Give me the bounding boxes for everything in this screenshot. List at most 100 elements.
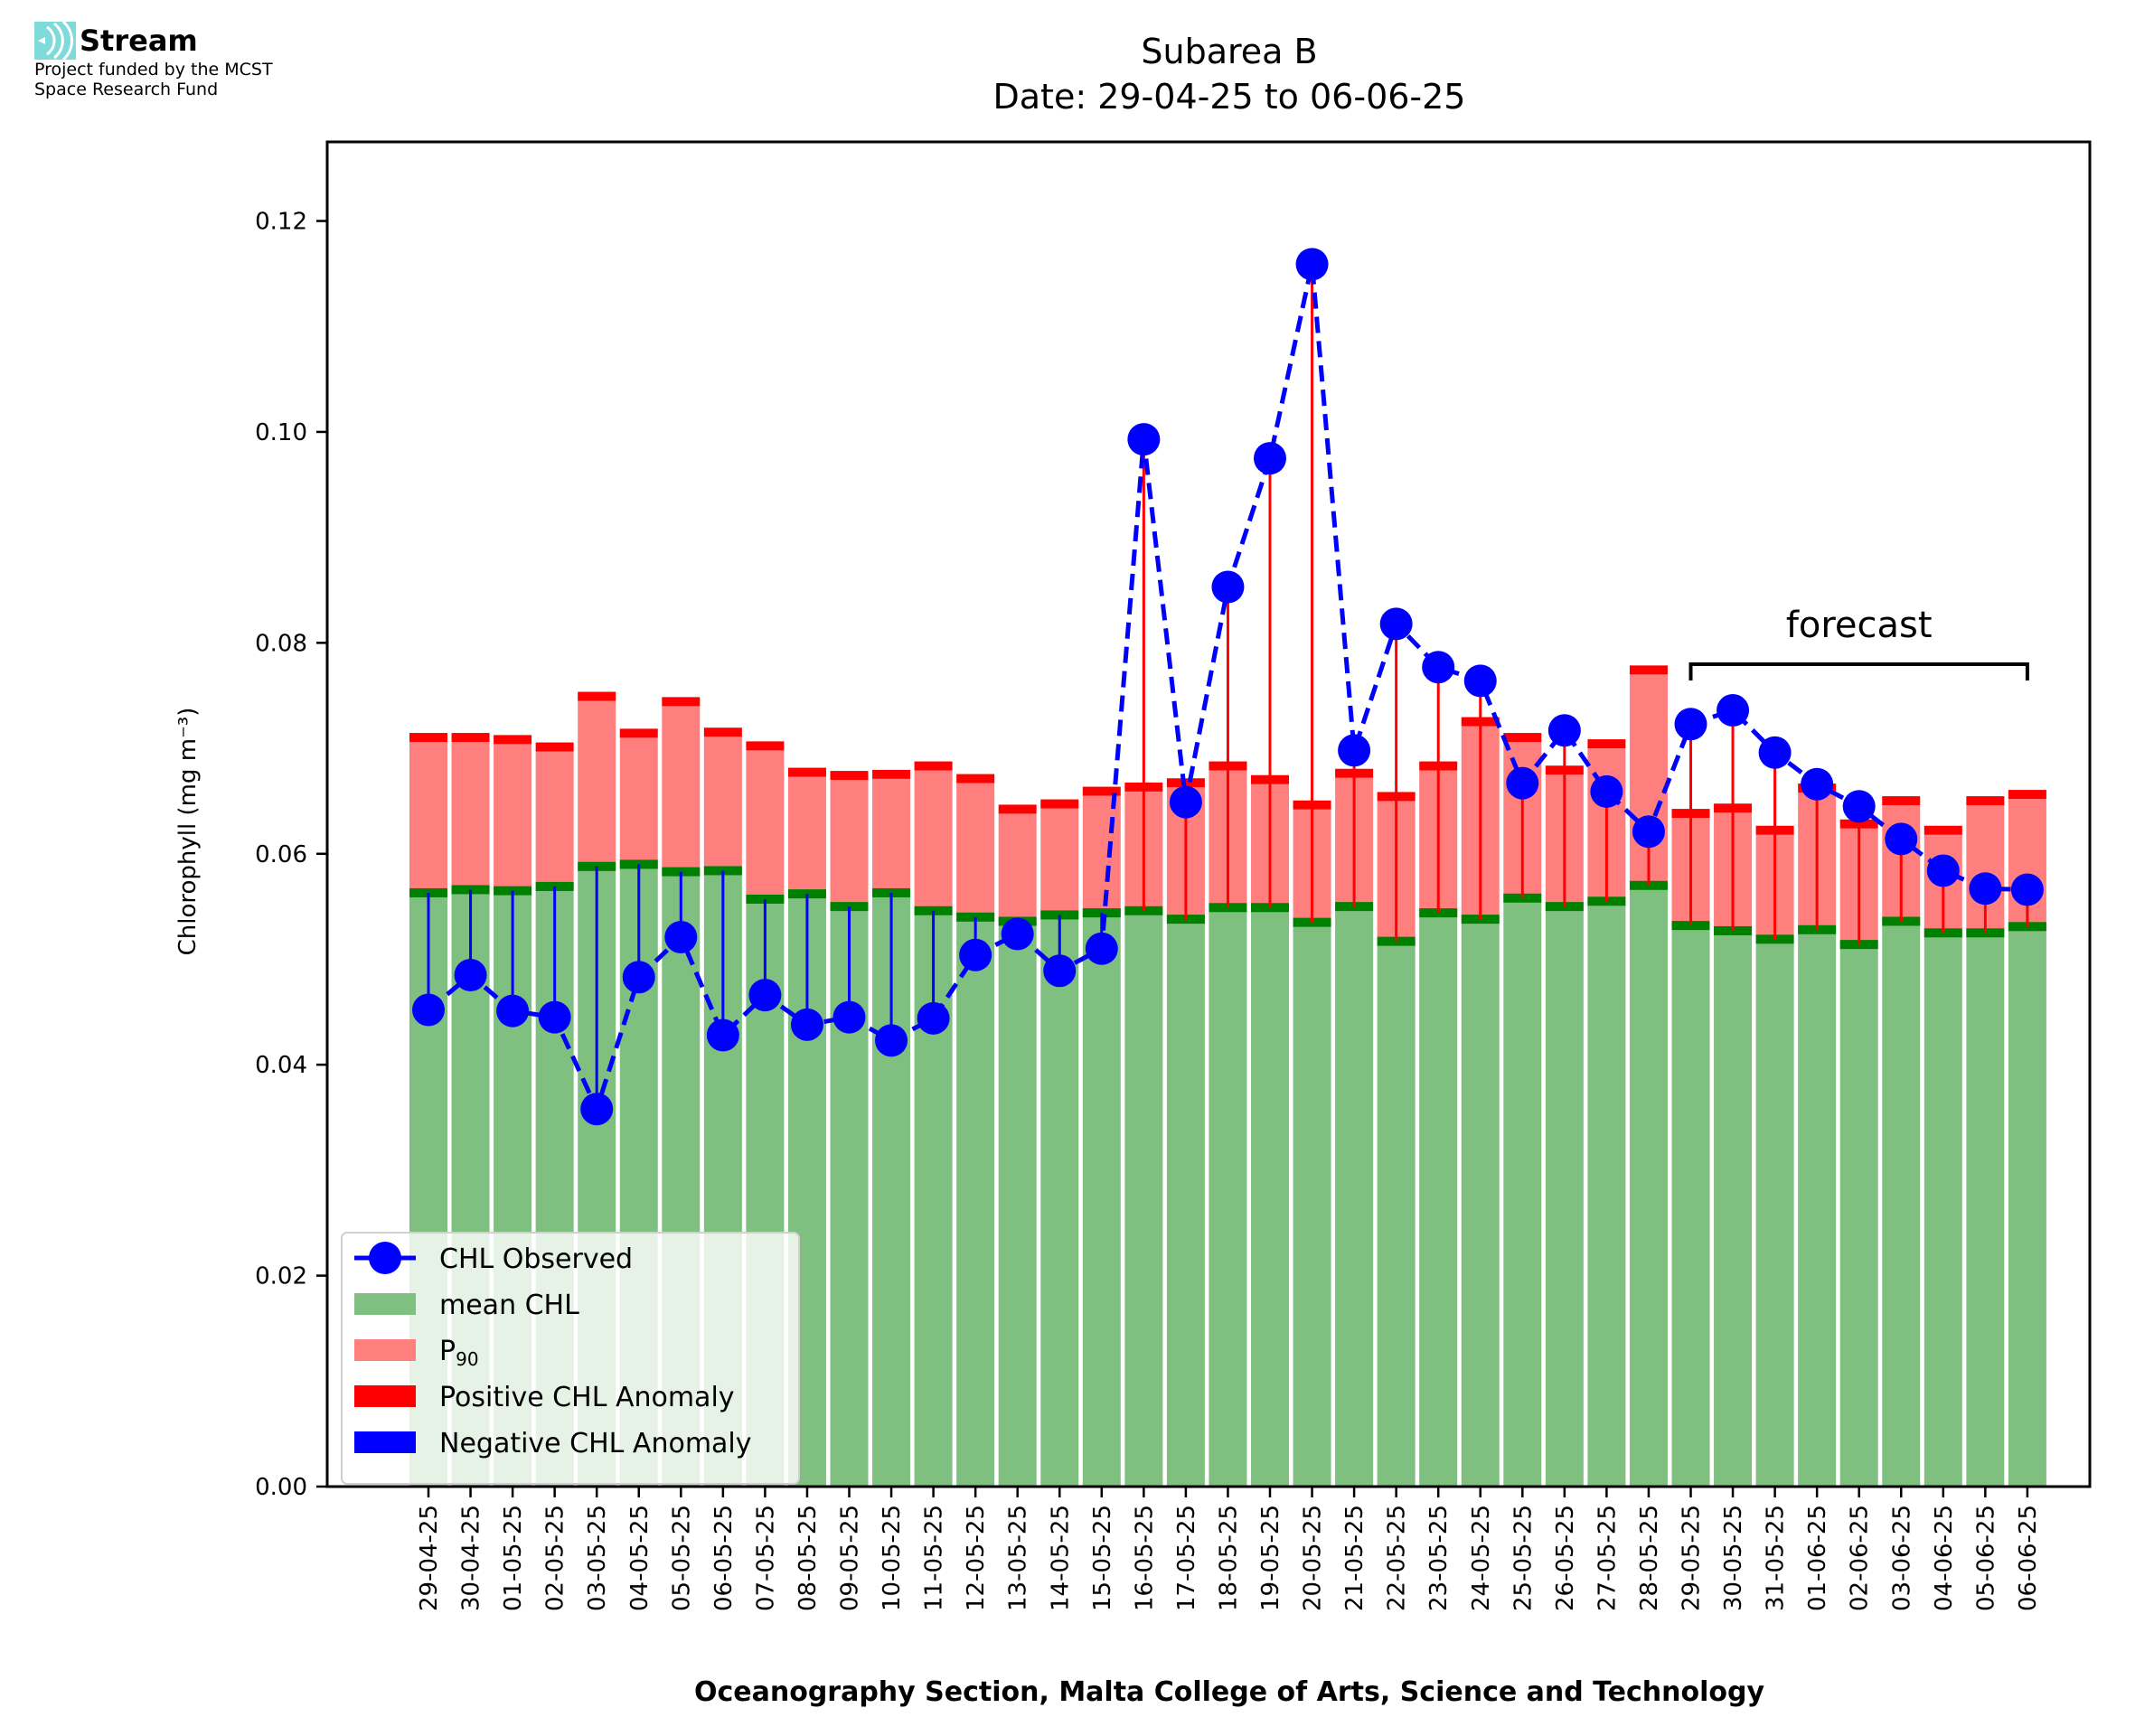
- chl-observed-point: [496, 994, 530, 1028]
- mean-chl-bar: [1587, 901, 1626, 1487]
- p90-marker: [787, 767, 826, 777]
- mean-chl-bar: [1966, 933, 2005, 1487]
- p90-marker: [830, 771, 869, 781]
- y-tick-label: 0.06: [255, 841, 307, 868]
- chl-observed-point: [1842, 790, 1876, 823]
- x-tick-label: 30-05-25: [1720, 1505, 1747, 1611]
- y-tick-label: 0.12: [255, 209, 307, 236]
- legend-swatch-marker: [369, 1242, 401, 1274]
- chl-observed-point: [2010, 873, 2044, 906]
- p90-marker: [535, 742, 574, 752]
- x-tick-label: 10-05-25: [879, 1505, 906, 1611]
- chart-title: Subarea B: [1141, 32, 1317, 71]
- legend-swatch: [354, 1293, 416, 1315]
- x-tick-label: 29-05-25: [1679, 1505, 1706, 1611]
- mean-chl-bar: [1082, 913, 1121, 1487]
- p90-bar: [872, 778, 911, 893]
- x-tick-label: 01-05-25: [500, 1505, 527, 1611]
- x-tick-label: 04-06-25: [1931, 1505, 1958, 1611]
- mean-chl-bar: [1251, 907, 1289, 1487]
- chl-observed-point: [664, 920, 698, 953]
- p90-marker: [998, 804, 1037, 814]
- chl-observed-point: [580, 1093, 614, 1126]
- p90-bar: [703, 737, 742, 871]
- y-tick-label: 0.00: [255, 1474, 307, 1501]
- x-tick-label: 21-05-25: [1341, 1505, 1369, 1611]
- chl-observed-point: [1211, 570, 1245, 604]
- x-tick-label: 25-05-25: [1510, 1505, 1537, 1611]
- chl-observed-point: [917, 1001, 950, 1035]
- p90-marker: [1040, 799, 1079, 809]
- p90-marker: [703, 727, 742, 737]
- x-tick-label: 30-04-25: [458, 1505, 485, 1611]
- chl-observed-point: [1717, 694, 1750, 727]
- x-tick-label: 01-06-25: [1804, 1505, 1831, 1611]
- legend-box: [341, 1232, 800, 1485]
- p90-bar: [830, 780, 869, 907]
- logo-brand: Stream: [34, 22, 273, 60]
- y-tick-label: 0.08: [255, 630, 307, 657]
- chl-observed-point: [1926, 854, 1960, 887]
- x-tick-label: 13-05-25: [1005, 1505, 1032, 1611]
- mean-chl-bar: [1671, 925, 1710, 1487]
- x-tick-label: 20-05-25: [1300, 1505, 1327, 1611]
- chl-observed-point: [1547, 714, 1581, 747]
- x-tick-label: 03-05-25: [584, 1505, 611, 1611]
- chl-observed-point: [1632, 815, 1665, 849]
- chl-observed-point: [1801, 767, 1834, 801]
- mean-chl-bar: [1839, 944, 1878, 1487]
- p90-bar: [956, 783, 995, 917]
- chl-observed-point: [748, 979, 782, 1012]
- mean-chl-bar: [1124, 910, 1163, 1487]
- chl-observed-point: [454, 958, 487, 991]
- mean-chl-bar: [1293, 922, 1331, 1487]
- mean-chl-bar: [2008, 926, 2046, 1487]
- y-tick-label: 0.02: [255, 1263, 307, 1290]
- mean-chl-marker: [1882, 916, 1921, 926]
- legend-swatch: [354, 1385, 416, 1407]
- chl-observed-point: [959, 938, 992, 971]
- x-tick-label: 05-05-25: [668, 1505, 695, 1611]
- p90-bar: [494, 744, 532, 891]
- p90-bar: [787, 776, 826, 895]
- p90-marker: [494, 735, 532, 745]
- mean-chl-bar: [1924, 933, 1962, 1487]
- mean-chl-bar: [998, 921, 1037, 1487]
- x-tick-label: 24-05-25: [1468, 1505, 1495, 1611]
- x-tick-label: 17-05-25: [1173, 1505, 1200, 1611]
- p90-marker: [1587, 739, 1626, 749]
- mean-chl-bar: [956, 916, 995, 1487]
- chl-observed-point: [1379, 607, 1413, 641]
- axes-frame: [325, 140, 2092, 1488]
- p90-marker: [1924, 825, 1962, 835]
- chart-subtitle: Date: 29-04-25 to 06-06-25: [993, 77, 1466, 117]
- chl-observed-point: [1169, 785, 1202, 819]
- p90-bar: [998, 813, 1037, 922]
- mean-chl-bar: [1503, 897, 1542, 1487]
- chl-observed-point: [1043, 954, 1077, 988]
- mean-chl-bar: [1377, 941, 1416, 1487]
- p90-marker: [578, 691, 616, 701]
- x-tick-label: 18-05-25: [1215, 1505, 1242, 1611]
- p90-marker: [746, 741, 785, 751]
- x-tick-label: 29-04-25: [416, 1505, 443, 1611]
- chl-observed-point: [1674, 708, 1707, 741]
- y-tick-label: 0.10: [255, 419, 307, 446]
- p90-bar: [578, 700, 616, 867]
- p90-marker: [662, 697, 701, 707]
- x-tick-label: 27-05-25: [1594, 1505, 1621, 1611]
- x-tick-label: 26-05-25: [1552, 1505, 1579, 1611]
- x-tick-label: 07-05-25: [752, 1505, 779, 1611]
- legend-swatch: [354, 1339, 416, 1361]
- p90-bar: [409, 742, 447, 893]
- p90-marker: [872, 769, 911, 779]
- x-tick-label: 09-05-25: [837, 1505, 864, 1611]
- chl-observed-point: [1506, 766, 1539, 800]
- chl-observed-point: [832, 1000, 866, 1034]
- logo-funding-line-2: Space Research Fund: [34, 80, 219, 99]
- chl-observed-point: [706, 1018, 739, 1052]
- mean-chl-bar: [1461, 919, 1500, 1487]
- stream-waves-icon: [34, 22, 76, 60]
- legend-label: Positive CHL Anomaly: [439, 1382, 735, 1413]
